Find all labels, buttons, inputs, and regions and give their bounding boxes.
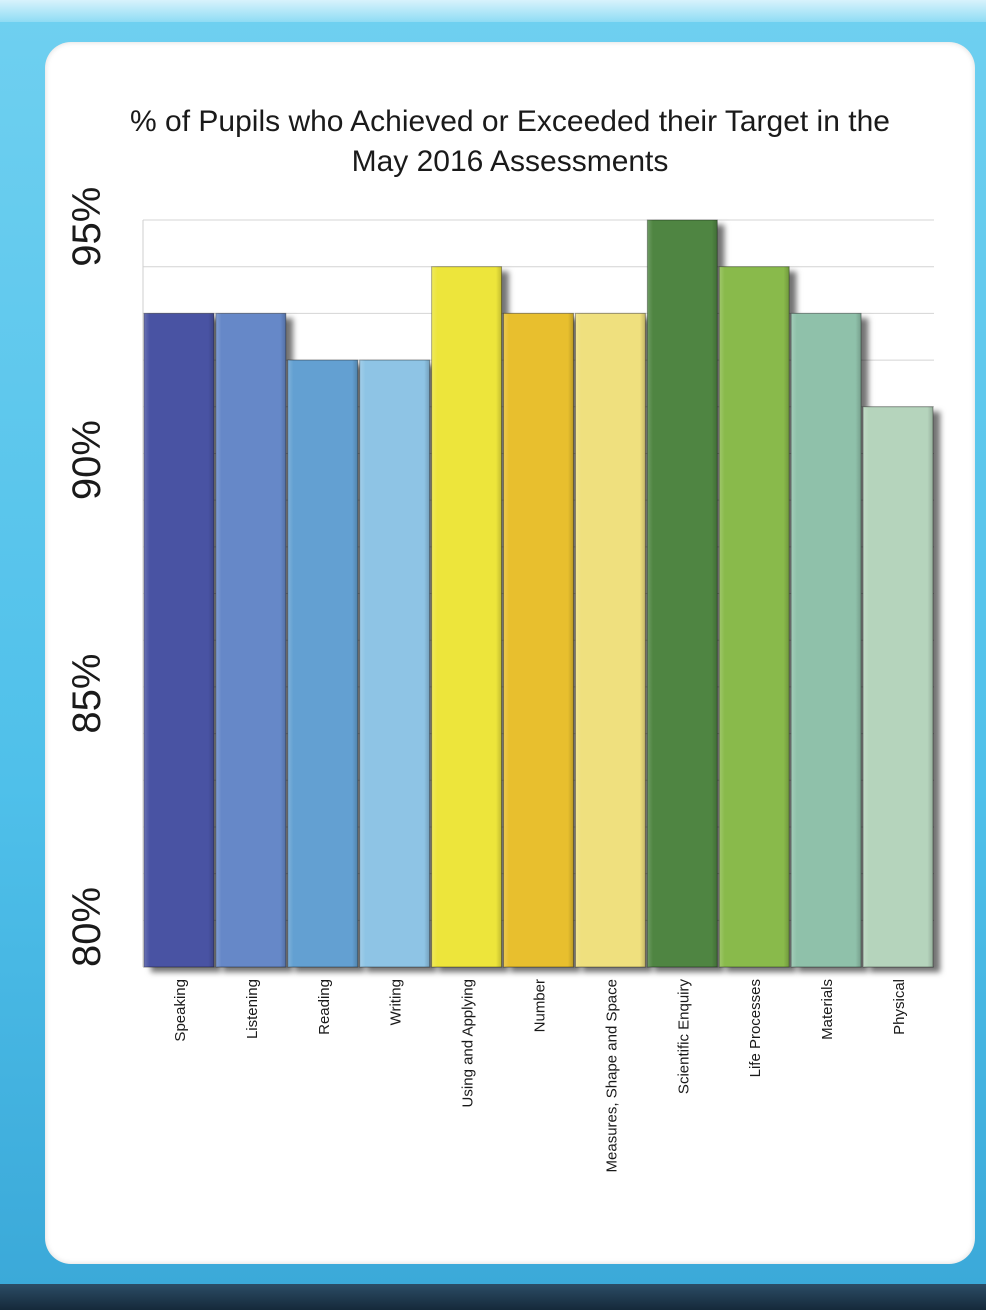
bar-bevel	[431, 266, 502, 967]
frame-bottom-shadow	[0, 1284, 986, 1310]
bar-bevel	[503, 313, 574, 967]
y-tick-label: 90%	[65, 420, 109, 500]
x-tick-label: Number	[532, 979, 549, 1032]
y-tick-label: 95%	[65, 187, 109, 267]
bar-writing	[359, 359, 431, 968]
bar-materials	[790, 312, 862, 968]
chart-title: % of Pupils who Achieved or Exceeded the…	[130, 105, 890, 178]
bar-bevel	[647, 220, 718, 967]
bar-bevel	[287, 360, 358, 967]
bar-physical	[862, 406, 934, 968]
bar-reading	[287, 359, 359, 968]
y-tick-label: 80%	[65, 887, 109, 967]
x-tick-label: Speaking	[172, 979, 189, 1042]
bar-bevel	[575, 313, 646, 967]
bar-bevel	[359, 360, 430, 967]
bar-listening	[215, 312, 287, 968]
x-tick-label: Listening	[244, 979, 261, 1039]
x-tick-label: Writing	[388, 979, 405, 1025]
bar-using-and-applying	[431, 266, 503, 968]
bar-speaking	[143, 312, 215, 968]
bar-scientific-enquiry	[646, 219, 718, 968]
x-tick-label: Measures, Shape and Space	[603, 979, 620, 1172]
bar-number	[503, 312, 574, 968]
x-tick-label: Reading	[316, 979, 333, 1035]
x-tick-label: Materials	[819, 979, 836, 1040]
bar-bevel	[144, 313, 214, 967]
bar-bevel	[863, 406, 933, 967]
frame-top-highlight	[0, 0, 986, 22]
bar-bevel	[791, 313, 862, 967]
x-tick-label: Using and Applying	[460, 979, 477, 1107]
x-tick-label: Life Processes	[747, 979, 764, 1077]
bar-measures-shape-and-space	[574, 312, 646, 968]
bar-bevel	[215, 313, 286, 967]
bar-life-processes	[718, 266, 790, 968]
bar-bevel	[719, 266, 790, 967]
x-tick-label: Physical	[891, 979, 908, 1035]
y-tick-label: 85%	[65, 654, 109, 734]
x-tick-label: Scientific Enquiry	[675, 979, 692, 1095]
